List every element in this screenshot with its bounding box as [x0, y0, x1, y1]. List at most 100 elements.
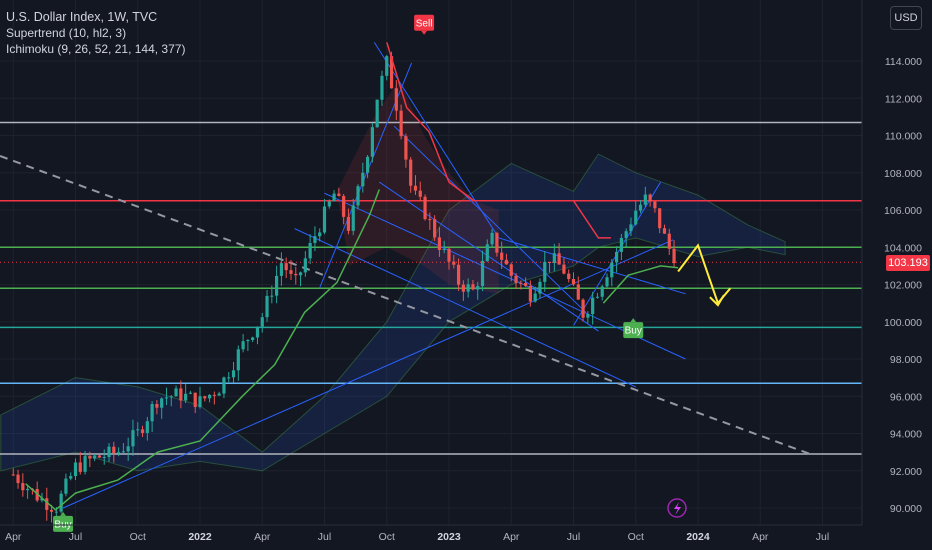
candle-body[interactable] — [169, 396, 173, 398]
candle-body[interactable] — [222, 377, 226, 394]
candle-body[interactable] — [97, 455, 102, 458]
candle-body[interactable] — [528, 285, 533, 302]
candle-body[interactable] — [73, 462, 78, 477]
candle-body[interactable] — [365, 156, 370, 173]
sell-signal[interactable] — [414, 14, 435, 31]
candle-body[interactable] — [193, 392, 197, 408]
candle-body[interactable] — [342, 195, 346, 217]
candle-body[interactable] — [375, 99, 379, 128]
candle-body[interactable] — [389, 56, 394, 89]
candle-body[interactable] — [289, 270, 293, 274]
candle-body[interactable] — [643, 194, 647, 205]
candle-body[interactable] — [428, 219, 432, 221]
candle-body[interactable] — [69, 476, 73, 479]
blue-trendline[interactable] — [393, 125, 587, 313]
buy-signal-early[interactable] — [53, 515, 74, 532]
candle-body[interactable] — [93, 455, 97, 459]
candle-body[interactable] — [456, 264, 461, 285]
candle-body[interactable] — [322, 206, 327, 233]
candle-body[interactable] — [78, 462, 82, 472]
candle-body[interactable] — [49, 509, 54, 512]
candle-body[interactable] — [404, 136, 408, 160]
candle-body[interactable] — [112, 446, 116, 454]
candle-body[interactable] — [40, 498, 44, 501]
candle-body[interactable] — [294, 273, 298, 276]
candle-body[interactable] — [203, 396, 207, 399]
candle-body[interactable] — [533, 293, 537, 302]
candle-body[interactable] — [184, 393, 188, 401]
candle-body[interactable] — [270, 295, 274, 297]
candle-body[interactable] — [337, 193, 341, 196]
candle-body[interactable] — [418, 190, 422, 197]
candle-body[interactable] — [519, 282, 523, 284]
candle-body[interactable] — [547, 261, 552, 263]
candle-body[interactable] — [131, 430, 135, 447]
candle-body[interactable] — [461, 284, 465, 292]
candle-body[interactable] — [308, 242, 312, 259]
candle-body[interactable] — [442, 248, 446, 250]
candle-body[interactable] — [524, 282, 528, 286]
candle-body[interactable] — [409, 159, 413, 186]
candle-body[interactable] — [480, 260, 485, 287]
candle-body[interactable] — [241, 341, 245, 350]
candle-body[interactable] — [667, 233, 671, 249]
candle-body[interactable] — [179, 388, 183, 401]
candle-body[interactable] — [145, 421, 149, 433]
candle-body[interactable] — [140, 429, 145, 433]
candle-body[interactable] — [380, 75, 384, 100]
candle-body[interactable] — [576, 284, 580, 300]
candle-body[interactable] — [557, 253, 561, 265]
candle-body[interactable] — [260, 317, 264, 327]
candle-body[interactable] — [653, 201, 657, 209]
candle-body[interactable] — [471, 284, 475, 290]
candle-body[interactable] — [236, 349, 240, 371]
candle-body[interactable] — [150, 404, 154, 422]
candle-body[interactable] — [188, 392, 193, 394]
candle-body[interactable] — [413, 185, 418, 191]
candle-body[interactable] — [318, 232, 322, 237]
candle-body[interactable] — [423, 196, 427, 220]
candle-body[interactable] — [452, 261, 456, 265]
candle-body[interactable] — [174, 388, 178, 397]
candle-body[interactable] — [298, 272, 303, 276]
candle-body[interactable] — [116, 452, 121, 454]
dashed-trendline[interactable] — [0, 155, 811, 455]
candle-body[interactable] — [332, 193, 336, 202]
candle-body[interactable] — [504, 259, 509, 265]
candle-body[interactable] — [88, 456, 92, 459]
candle-body[interactable] — [351, 205, 355, 231]
buy-signal[interactable] — [623, 322, 644, 339]
candle-body[interactable] — [251, 337, 255, 341]
candle-body[interactable] — [265, 295, 269, 318]
candle-body[interactable] — [83, 456, 87, 472]
candle-body[interactable] — [394, 88, 398, 111]
candle-body[interactable] — [164, 397, 169, 399]
candle-body[interactable] — [126, 446, 130, 452]
candle-body[interactable] — [136, 429, 140, 431]
blue-trendline[interactable] — [373, 42, 500, 239]
lightning-icon[interactable] — [667, 498, 687, 518]
candle-body[interactable] — [303, 258, 307, 273]
candle-body[interactable] — [212, 394, 216, 396]
candle-body[interactable] — [662, 228, 667, 234]
candle-body[interactable] — [346, 216, 351, 231]
candle-body[interactable] — [107, 446, 111, 457]
candle-body[interactable] — [638, 204, 643, 211]
candle-body[interactable] — [437, 237, 442, 250]
candle-body[interactable] — [313, 236, 317, 243]
candle-body[interactable] — [514, 275, 518, 283]
candle-body[interactable] — [610, 262, 614, 278]
candle-body[interactable] — [207, 394, 212, 399]
candle-body[interactable] — [581, 299, 585, 318]
candle-body[interactable] — [217, 393, 221, 396]
candle-body[interactable] — [466, 284, 470, 292]
candle-body[interactable] — [600, 286, 604, 297]
candle-body[interactable] — [629, 224, 633, 232]
candle-body[interactable] — [624, 231, 628, 239]
candle-body[interactable] — [11, 474, 15, 476]
candle-body[interactable] — [538, 281, 542, 294]
candle-body[interactable] — [495, 232, 499, 253]
candle-body[interactable] — [16, 474, 20, 484]
candle-body[interactable] — [275, 275, 279, 296]
candle-body[interactable] — [54, 511, 58, 513]
